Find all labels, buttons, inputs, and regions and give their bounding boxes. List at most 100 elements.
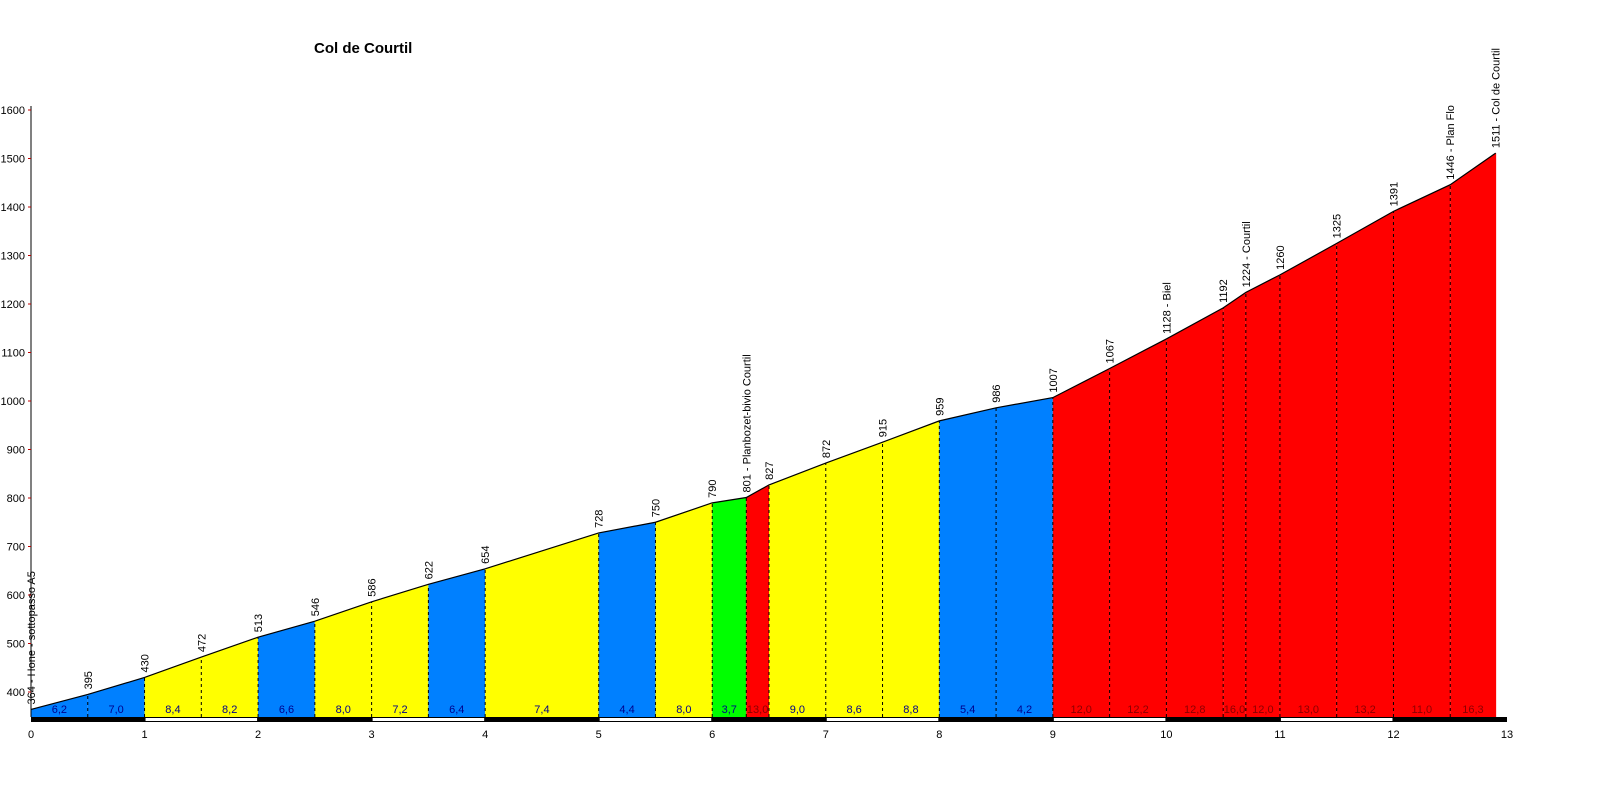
- elevation-label: 750: [650, 499, 662, 517]
- gradient-segment: [1279, 243, 1337, 717]
- elevation-label: 1128 - Biel: [1161, 282, 1173, 334]
- elevation-label: 1067: [1105, 339, 1117, 363]
- elevation-label: 1391: [1388, 182, 1400, 206]
- y-tick-label: 1500: [1, 154, 25, 166]
- gradient-segment: [428, 568, 486, 717]
- gradient-segments: 6,2 7,0 8,4 8,2 6,6 8,0 7,2 6,4 7,4 4,4 8,0 3,7 13,0…: [31, 153, 1497, 718]
- x-tick-label: 4: [482, 729, 488, 741]
- gradient-segment: [1223, 292, 1246, 717]
- elevation-label: 1260: [1275, 245, 1287, 269]
- x-tick-label: 0: [28, 729, 34, 741]
- gradient-label: 13,2: [1354, 704, 1375, 716]
- profile-line: [30, 152, 1496, 711]
- elevation-label: 586: [367, 578, 379, 596]
- gradient-label: 8,6: [847, 704, 862, 716]
- gradient-label: 8,8: [903, 704, 918, 716]
- y-tick-label: 1200: [1, 299, 25, 311]
- gradient-segment: [258, 621, 315, 717]
- elevation-label: 546: [310, 598, 322, 616]
- gradient-label: 8,2: [222, 704, 237, 716]
- y-tick-label: 400: [7, 687, 25, 699]
- x-tick-label: 9: [1050, 729, 1056, 741]
- gradient-label: 12,0: [1071, 704, 1092, 716]
- gradient-label: 12,0: [1252, 704, 1273, 716]
- gradient-label: 4,2: [1017, 704, 1032, 716]
- x-tick-label: 2: [255, 729, 261, 741]
- km-scale-bar: [31, 717, 1507, 722]
- gradient-label: 4,4: [619, 704, 634, 716]
- gradient-segment: [882, 420, 940, 717]
- gradient-label: 9,0: [790, 704, 805, 716]
- gradient-segment: [655, 502, 713, 717]
- gradient-label: 8,0: [676, 704, 691, 716]
- elevation-line: [30, 152, 1496, 711]
- gradient-segment: [87, 677, 145, 717]
- x-tick-label: 13: [1501, 729, 1513, 741]
- elevation-label: 872: [821, 440, 833, 458]
- gradient-label: 6,2: [52, 704, 67, 716]
- elevation-label: 728: [594, 510, 606, 528]
- y-tick-label: 1000: [1, 396, 25, 408]
- x-tick-label: 8: [936, 729, 942, 741]
- gradient-label: 16,0: [1224, 704, 1245, 716]
- elevation-label: 790: [707, 479, 719, 497]
- x-tick-label: 10: [1160, 729, 1172, 741]
- gradient-label: 13,0: [1298, 704, 1319, 716]
- x-tick-label: 7: [823, 729, 829, 741]
- gradient-segment: [825, 442, 883, 717]
- gradient-segment: [1109, 338, 1167, 717]
- y-tick-label: 700: [7, 542, 25, 554]
- elevation-label: 430: [140, 654, 152, 672]
- point-labels: 364 - Hone - sottopasso A5 395 430 472 513 54…: [26, 48, 1503, 704]
- elevation-label: 915: [878, 419, 890, 437]
- gradient-segment: [144, 657, 202, 717]
- elevation-label: 1325: [1332, 214, 1344, 238]
- elevation-label: 395: [83, 671, 95, 689]
- gradient-segment: [1052, 368, 1110, 717]
- gradient-label: 11,0: [1412, 704, 1433, 716]
- gradient-segment: [1166, 307, 1224, 717]
- gradient-segment: [31, 694, 88, 717]
- elevation-label: 472: [196, 634, 208, 652]
- chart-title: Col de Courtil: [314, 40, 412, 57]
- y-axis: 400 500 600 700 800 900 1000 1100 1200 1300 1400 15…: [1, 105, 32, 717]
- gradient-label: 7,4: [534, 704, 549, 716]
- gradient-segment: [598, 522, 656, 717]
- gradient-segment: [485, 532, 599, 717]
- y-tick-label: 1400: [1, 202, 25, 214]
- elevation-label: 1007: [1048, 368, 1060, 392]
- y-tick-label: 800: [7, 493, 25, 505]
- x-tick-label: 6: [709, 729, 715, 741]
- gradient-label: 16,3: [1462, 704, 1483, 716]
- gradient-segment: [712, 497, 747, 717]
- gradient-label: 7,2: [392, 704, 407, 716]
- elevation-label: 1511 - Col de Courtil: [1491, 48, 1503, 148]
- gradient-label: 6,6: [279, 704, 294, 716]
- x-axis: 0 1 2 3 4 5 6 7 8 9 10 11 12 13: [28, 729, 1513, 741]
- x-tick-label: 3: [369, 729, 375, 741]
- y-tick-label: 500: [7, 639, 25, 651]
- gradient-label: 8,4: [165, 704, 180, 716]
- y-tick-label: 900: [7, 445, 25, 457]
- gradient-label: 8,0: [336, 704, 351, 716]
- gradient-segment: [1393, 184, 1451, 717]
- gradient-segment: [201, 637, 259, 717]
- gradient-label: 3,7: [722, 704, 737, 716]
- gradient-label: 5,4: [960, 704, 975, 716]
- elevation-label: 1192: [1218, 279, 1230, 303]
- x-tick-label: 5: [596, 729, 602, 741]
- gradient-segment: [746, 484, 769, 717]
- elevation-label: 801 - Planbozet-bivio Courtil: [741, 354, 753, 492]
- x-tick-label: 1: [141, 729, 147, 741]
- elevation-label: 1224 - Courtil: [1241, 221, 1253, 287]
- elevation-label: 364 - Hone - sottopasso A5: [26, 571, 38, 704]
- elevation-label: 654: [480, 545, 492, 563]
- elevation-label: 959: [934, 398, 946, 416]
- gradient-segment: [371, 584, 429, 717]
- gradient-segment: [1450, 153, 1496, 718]
- y-tick-label: 1600: [1, 105, 25, 117]
- elevation-label: 622: [423, 561, 435, 579]
- gradient-label: 6,4: [449, 704, 464, 716]
- x-tick-label: 12: [1387, 729, 1399, 741]
